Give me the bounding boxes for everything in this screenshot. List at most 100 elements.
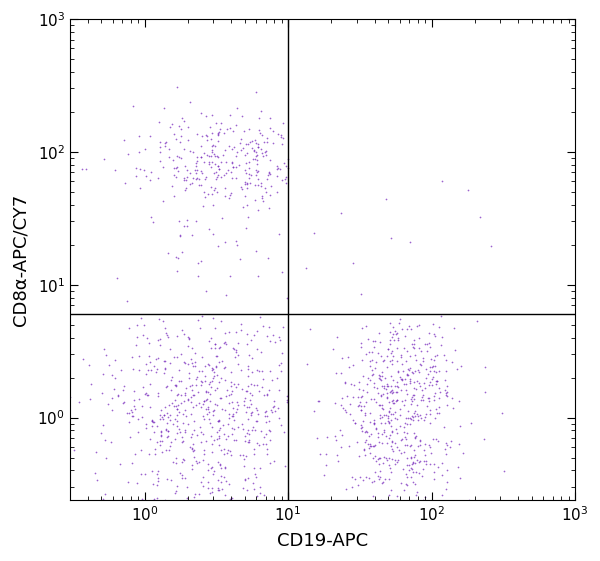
Point: [374, 453, 384, 462]
Point: [463, 185, 473, 194]
Point: [256, 464, 265, 473]
Point: [151, 444, 160, 453]
Point: [188, 147, 197, 156]
Point: [262, 332, 272, 341]
Point: [197, 311, 207, 320]
Point: [155, 415, 164, 424]
Point: [275, 335, 285, 344]
Point: [176, 154, 185, 163]
Point: [252, 168, 262, 177]
Point: [257, 366, 267, 375]
Point: [168, 156, 178, 165]
Point: [254, 440, 264, 449]
Point: [145, 450, 154, 459]
Point: [431, 435, 440, 444]
Point: [182, 215, 192, 224]
Point: [221, 435, 231, 444]
Point: [245, 396, 254, 404]
Point: [171, 164, 181, 173]
Point: [242, 429, 251, 438]
Point: [382, 384, 391, 393]
Point: [398, 397, 407, 406]
Point: [248, 390, 257, 399]
Point: [142, 359, 151, 368]
Point: [392, 388, 402, 397]
Point: [409, 369, 418, 378]
Point: [242, 180, 252, 189]
Point: [143, 366, 153, 375]
Point: [257, 427, 266, 436]
Point: [397, 352, 406, 361]
Point: [250, 425, 259, 434]
Point: [228, 404, 238, 413]
Point: [316, 449, 325, 458]
Point: [202, 409, 212, 418]
Point: [78, 355, 88, 364]
Point: [107, 406, 117, 415]
Point: [385, 453, 394, 462]
Point: [278, 119, 288, 128]
Point: [153, 335, 163, 344]
Point: [276, 132, 286, 141]
Point: [146, 176, 155, 185]
Point: [366, 394, 376, 403]
Point: [220, 463, 229, 472]
Point: [203, 405, 213, 414]
Point: [434, 402, 444, 411]
Point: [414, 468, 424, 477]
Point: [251, 88, 261, 97]
Point: [214, 129, 223, 138]
Point: [259, 137, 269, 146]
Point: [213, 171, 223, 180]
Point: [387, 444, 397, 453]
Point: [239, 455, 249, 464]
Point: [359, 386, 368, 395]
Point: [414, 333, 424, 342]
Point: [197, 131, 207, 140]
Point: [154, 315, 164, 324]
Point: [269, 456, 279, 465]
Point: [141, 388, 151, 397]
Point: [260, 183, 270, 192]
Point: [235, 254, 245, 263]
X-axis label: CD19-APC: CD19-APC: [277, 532, 368, 550]
Point: [205, 157, 214, 166]
Point: [272, 162, 282, 171]
Point: [406, 374, 415, 383]
Point: [258, 321, 268, 330]
Point: [179, 173, 189, 182]
Point: [403, 413, 413, 422]
Point: [200, 174, 210, 183]
Point: [233, 359, 242, 368]
Point: [222, 386, 232, 395]
Point: [242, 178, 252, 187]
Point: [170, 415, 180, 424]
Point: [193, 431, 202, 440]
Point: [250, 146, 259, 155]
Point: [181, 184, 191, 193]
Point: [370, 452, 380, 461]
Point: [441, 449, 451, 458]
Point: [163, 381, 172, 390]
Point: [402, 481, 412, 490]
Point: [332, 332, 342, 341]
Point: [170, 489, 179, 498]
Point: [403, 440, 412, 449]
Point: [110, 374, 120, 383]
Point: [403, 453, 412, 462]
Point: [337, 353, 347, 362]
Point: [322, 433, 332, 442]
Point: [188, 359, 197, 368]
Point: [207, 366, 217, 375]
Point: [252, 327, 262, 335]
Point: [319, 471, 329, 480]
Point: [122, 297, 132, 306]
Point: [217, 316, 226, 325]
Point: [193, 272, 203, 281]
Point: [437, 458, 446, 467]
Point: [229, 379, 239, 388]
Point: [229, 127, 238, 136]
Point: [368, 369, 378, 378]
Point: [332, 369, 341, 378]
Point: [257, 194, 267, 203]
